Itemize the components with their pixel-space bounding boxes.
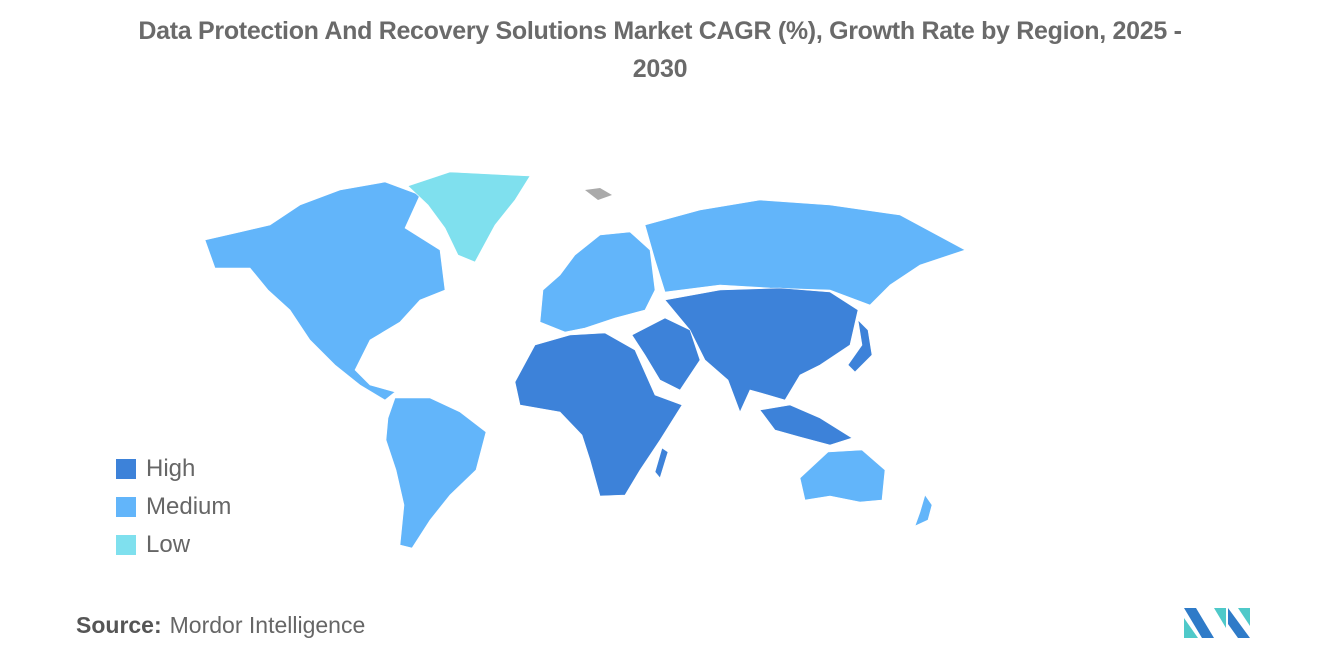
legend-swatch xyxy=(116,535,136,555)
region-north-america xyxy=(204,181,446,401)
region-madagascar xyxy=(654,447,669,479)
region-svalbard-no-data xyxy=(585,188,612,200)
legend-item-high: High xyxy=(116,450,231,488)
region-asia xyxy=(664,287,859,413)
region-japan xyxy=(847,319,873,373)
region-southeast-asia xyxy=(759,404,853,446)
region-africa xyxy=(514,332,683,497)
mordor-intelligence-logo xyxy=(1184,608,1250,638)
region-south-america xyxy=(385,397,487,549)
source-note: Source: Mordor Intelligence xyxy=(76,612,365,639)
legend-swatch xyxy=(116,459,136,479)
region-europe xyxy=(539,231,656,333)
chart-title: Data Protection And Recovery Solutions M… xyxy=(0,12,1320,88)
source-label: Source: xyxy=(76,612,162,638)
title-line-1: Data Protection And Recovery Solutions M… xyxy=(138,17,1182,45)
legend-item-low: Low xyxy=(116,526,231,564)
region-middle-east xyxy=(631,317,701,391)
legend-item-medium: Medium xyxy=(116,488,231,526)
region-australia xyxy=(799,449,886,503)
legend-label: Medium xyxy=(146,493,232,520)
source-value: Mordor Intelligence xyxy=(169,612,366,638)
region-russia xyxy=(644,199,966,306)
legend-label: High xyxy=(146,455,196,482)
legend-swatch xyxy=(116,497,136,517)
region-greenland xyxy=(407,171,531,263)
legend-label: Low xyxy=(146,531,191,558)
title-line-2: 2030 xyxy=(632,55,688,83)
region-new-zealand xyxy=(914,494,933,527)
legend: High Medium Low xyxy=(116,450,231,564)
